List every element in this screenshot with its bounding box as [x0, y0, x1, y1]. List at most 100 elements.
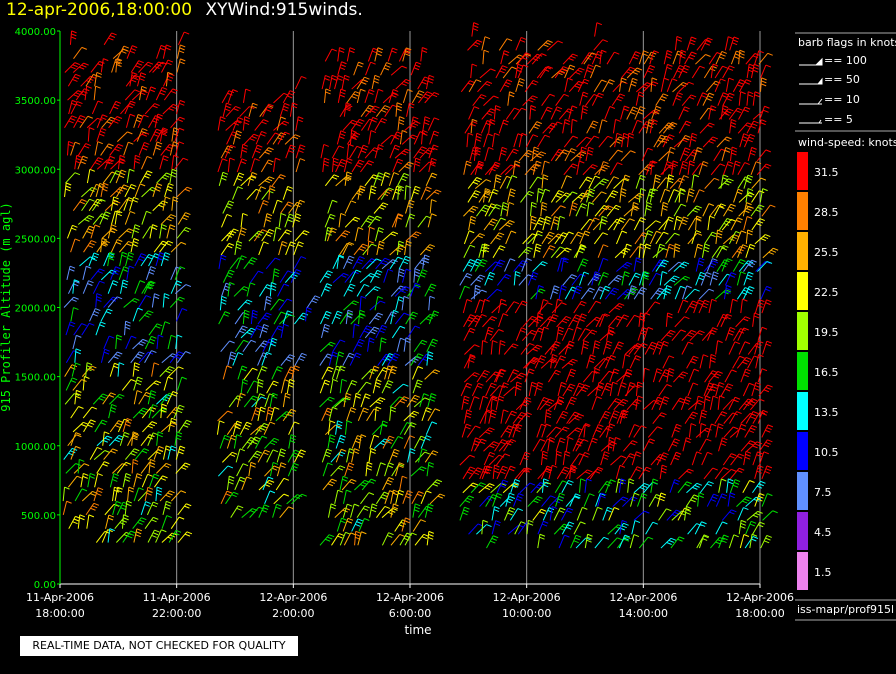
wind-barb-flag	[145, 173, 152, 176]
wind-barb-flag	[655, 108, 661, 112]
wind-barb	[404, 185, 407, 200]
wind-barb-flag	[507, 498, 513, 502]
wind-barb-flag	[622, 265, 628, 269]
wind-barb-flag	[530, 360, 537, 364]
wind-barb-flag	[104, 431, 110, 435]
wind-barb-flag	[637, 119, 643, 123]
wind-barb	[73, 323, 82, 336]
wind-barb	[282, 409, 292, 422]
wind-barb-flag	[236, 130, 242, 134]
wind-barb	[429, 493, 441, 505]
wind-barb-flag	[225, 105, 231, 109]
wind-barb-flag	[133, 432, 140, 436]
wind-barb	[658, 219, 669, 231]
wind-barb	[387, 353, 396, 366]
wind-barb	[517, 522, 527, 535]
wind-barb	[635, 175, 642, 189]
wind-barb-flag	[155, 325, 161, 329]
wind-barb-flag	[98, 157, 104, 161]
wind-barb	[384, 490, 391, 504]
wind-barb-flag	[514, 163, 520, 167]
wind-barb	[176, 227, 187, 239]
wind-barb	[324, 424, 336, 436]
wind-barb	[510, 372, 522, 383]
wind-barb	[577, 258, 584, 272]
wind-barb-flag	[543, 44, 549, 48]
wind-barb-flag	[230, 354, 236, 358]
wind-barb	[498, 340, 501, 355]
wind-barb	[608, 410, 615, 424]
wind-barb	[557, 216, 561, 231]
wind-barb	[160, 404, 163, 419]
wind-barb-flag	[382, 423, 388, 427]
wind-barb-flag	[474, 179, 481, 183]
wind-barb-flag	[115, 503, 121, 507]
wind-barb	[573, 521, 581, 535]
wind-barb-flag	[675, 426, 681, 430]
wind-barb-flag	[158, 257, 164, 261]
wind-barb-flag	[570, 399, 576, 403]
wind-barb-flag	[526, 258, 532, 261]
wind-barb-flag	[337, 535, 343, 539]
wind-barb-flag	[332, 163, 339, 167]
wind-barb	[344, 462, 350, 477]
wind-barb	[462, 466, 471, 480]
wind-barb-flag	[70, 450, 76, 454]
wind-barb	[330, 465, 341, 477]
wind-barb-flag	[233, 425, 239, 429]
wind-barb-flag	[370, 509, 377, 513]
wind-barb	[342, 119, 353, 131]
wind-barb-flag	[75, 362, 81, 366]
wind-barb-flag	[267, 341, 274, 345]
wind-barb	[169, 141, 174, 156]
wind-barb-flag	[382, 193, 389, 197]
wind-barb-flag	[260, 427, 266, 431]
wind-barb	[512, 423, 518, 438]
wind-barb	[417, 353, 427, 366]
wind-barb-flag	[114, 425, 121, 428]
wind-barb-flag	[589, 331, 596, 335]
wind-barb-flag	[116, 213, 122, 217]
wind-barb-flag	[283, 413, 290, 417]
wind-barb	[295, 144, 301, 159]
wind-barb-flag	[555, 235, 562, 239]
wind-barb	[152, 200, 164, 212]
wind-barb-flag	[355, 530, 361, 534]
wind-barb-flag	[116, 337, 122, 341]
wind-barb-flag	[368, 340, 375, 344]
wind-barb-flag	[353, 134, 359, 138]
wind-barb	[463, 205, 474, 217]
wind-barb-flag	[393, 89, 399, 92]
wind-barb-flag	[538, 285, 544, 288]
wind-barb-flag	[560, 287, 567, 291]
wind-barb-flag	[182, 217, 188, 221]
wind-barb-flag	[122, 251, 128, 255]
wind-barb-flag	[617, 162, 623, 166]
wind-barb-flag	[516, 426, 522, 430]
wind-barb	[144, 350, 152, 364]
wind-barb	[227, 351, 232, 366]
wind-barb	[364, 89, 370, 104]
wind-barb	[100, 308, 108, 322]
wind-barb-flag	[175, 283, 181, 287]
wind-barb-flag	[332, 351, 338, 355]
wind-barb	[377, 188, 388, 200]
wind-barb-flag	[634, 206, 640, 210]
wind-barb-flag	[148, 271, 155, 275]
wind-barb	[256, 366, 263, 380]
wind-barb-flag	[80, 161, 86, 165]
wind-barb-flag	[541, 523, 548, 527]
wind-barb	[537, 521, 544, 535]
wind-barb	[582, 371, 593, 383]
wind-barb-flag	[81, 323, 87, 327]
wind-barb	[132, 407, 144, 419]
wind-barb-flag	[341, 517, 347, 521]
wind-barb	[482, 243, 485, 258]
wind-barb-flag	[560, 437, 566, 441]
wind-barb	[265, 406, 270, 421]
wind-barb-flag	[429, 286, 436, 290]
wind-barb-flag	[181, 467, 187, 470]
wind-barb	[376, 506, 386, 518]
wind-barb-flag	[92, 505, 98, 509]
wind-barb-flag	[231, 451, 238, 455]
